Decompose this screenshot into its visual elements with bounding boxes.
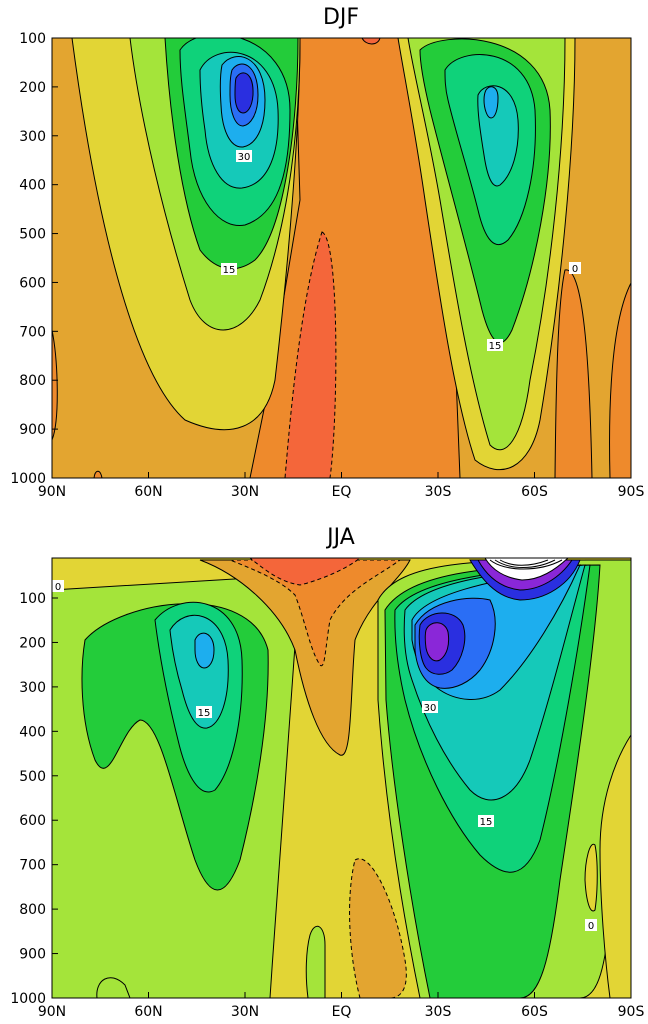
jja-low-negative <box>349 858 407 998</box>
djf-x-tick-label: 90S <box>618 484 645 500</box>
panel-djf: DJF <box>10 5 644 500</box>
jja-y-tick-label: 700 <box>19 858 46 874</box>
djf-label-15: 15 <box>223 265 236 276</box>
djf-label-0: 0 <box>572 264 578 275</box>
jja-x-tick-label: 30S <box>425 1004 452 1020</box>
djf-y-tick-label: 500 <box>19 227 46 243</box>
djf-x-tick-label: 60S <box>521 484 548 500</box>
jja-x-tick-label: EQ <box>332 1004 352 1020</box>
djf-y-tick-label: 700 <box>19 324 46 340</box>
jja-label-30: 30 <box>424 703 437 714</box>
djf-y-tick-label: 800 <box>19 373 46 389</box>
jja-nh-jet-core <box>194 632 215 669</box>
djf-y-tick-label: 1000 <box>10 471 46 487</box>
jja-sh-jet-core <box>424 622 450 662</box>
djf-sh-jet-core <box>483 86 499 119</box>
djf-polar-south-easterlies <box>554 269 593 478</box>
djf-label-15b: 15 <box>489 341 502 352</box>
jja-south-patch <box>584 843 598 912</box>
jja-x-tick-label: 30N <box>231 1004 259 1020</box>
djf-title: DJF <box>323 5 359 30</box>
djf-y-tick-label: 100 <box>19 31 46 47</box>
djf-contour-labels: 30 15 0 15 <box>221 150 581 352</box>
jja-y-tick-label: 900 <box>19 947 46 963</box>
jja-y-tick-label: 1000 <box>10 991 46 1007</box>
djf-polar-north-easterlies <box>52 329 58 441</box>
jja-label-15b: 15 <box>480 817 493 828</box>
jja-strat-contours <box>489 559 563 570</box>
djf-y-tick-label: 600 <box>19 275 46 291</box>
jja-eq-westerly-patch <box>305 925 326 998</box>
panel-jja: JJA <box>10 525 644 1020</box>
jja-y-tick-label: 800 <box>19 902 46 918</box>
djf-y-tick-label: 900 <box>19 422 46 438</box>
jja-x-tick-label: 90S <box>618 1004 645 1020</box>
jja-x-tick-label: 60N <box>134 1004 162 1020</box>
jja-x-tick-label: 90N <box>38 1004 66 1020</box>
jja-y-tick-label: 100 <box>19 591 46 607</box>
jja-south-pole-band <box>599 734 631 998</box>
jja-y-tick-label: 500 <box>19 769 46 785</box>
djf-contour-field <box>52 38 631 478</box>
jja-label-0: 0 <box>55 582 61 593</box>
jja-tropical-negative <box>229 559 402 667</box>
djf-negative-core <box>284 231 337 478</box>
jja-title: JJA <box>325 525 355 550</box>
jja-y-tick-label: 300 <box>19 680 46 696</box>
jja-tropical-core <box>249 558 361 586</box>
djf-nh-jet-core <box>234 72 254 114</box>
djf-x-tick-label: 30N <box>231 484 259 500</box>
djf-axes: 90N 60N 30N EQ 30S 60S 90S10020030040050060070… <box>10 31 644 500</box>
jja-y-tick-label: 400 <box>19 724 46 740</box>
djf-x-tick-label: 90N <box>38 484 66 500</box>
djf-y-tick-label: 200 <box>19 80 46 96</box>
jja-axes: 90N 60N 30N EQ 30S 60S 90S10020030040050060070… <box>10 591 644 1020</box>
jja-label-0b: 0 <box>588 921 594 932</box>
djf-label-30: 30 <box>238 152 251 163</box>
jja-nh-patch <box>96 977 131 998</box>
djf-y-tick-label: 400 <box>19 178 46 194</box>
jja-x-tick-label: 60S <box>521 1004 548 1020</box>
jja-tropical-easterlies <box>199 559 411 756</box>
djf-y-tick-label: 300 <box>19 129 46 145</box>
jja-contour-field <box>52 558 631 998</box>
jja-label-15: 15 <box>198 708 211 719</box>
jja-y-tick-label: 200 <box>19 635 46 651</box>
djf-x-tick-label: 30S <box>425 484 452 500</box>
djf-x-tick-label: EQ <box>332 484 352 500</box>
djf-x-tick-label: 60N <box>134 484 162 500</box>
jja-contour-labels: 0 15 30 15 0 <box>52 580 597 932</box>
djf-south-pole-easterlies <box>609 282 631 478</box>
jja-y-tick-label: 600 <box>19 813 46 829</box>
